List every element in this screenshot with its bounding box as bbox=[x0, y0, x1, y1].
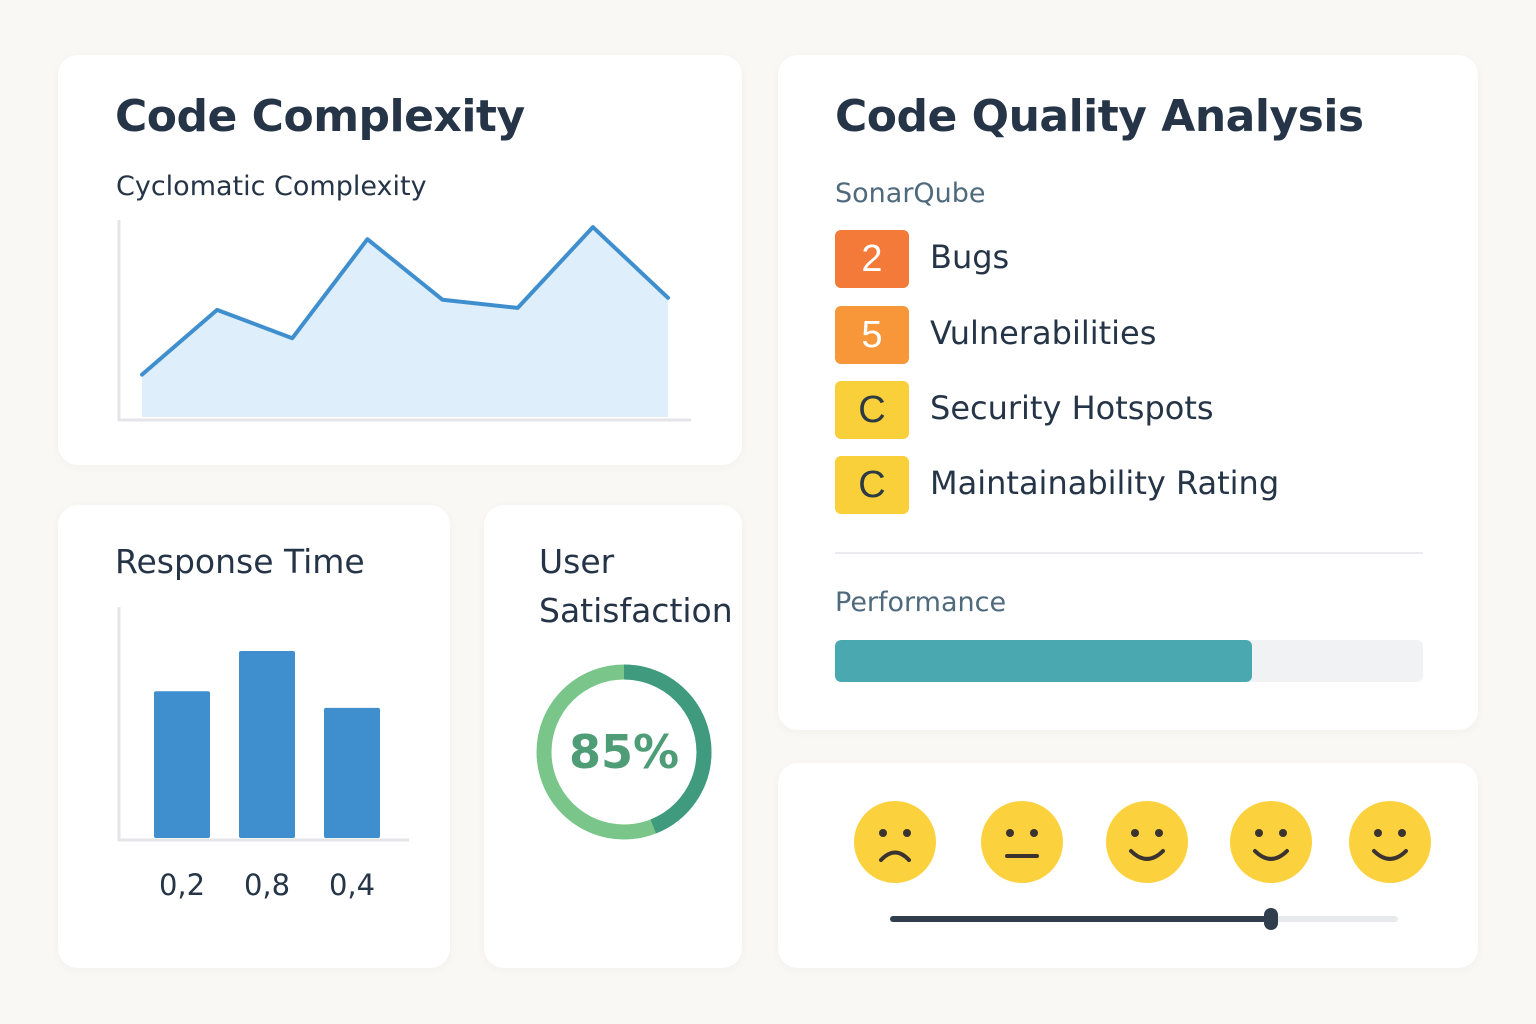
quality-item-security-hotspots[interactable]: C Security Hotspots bbox=[835, 381, 1435, 441]
bar bbox=[239, 651, 295, 838]
vulnerabilities-label: Vulnerabilities bbox=[930, 314, 1157, 352]
maintainability-rating-label: Maintainability Rating bbox=[930, 464, 1280, 502]
satisfaction-value: 85% bbox=[569, 725, 679, 779]
quality-item-vulnerabilities[interactable]: 5 Vulnerabilities bbox=[835, 306, 1435, 366]
area-fill bbox=[142, 227, 668, 417]
code-quality-card: Code Quality Analysis SonarQube 2 Bugs 5… bbox=[778, 55, 1478, 730]
vulnerabilities-count-badge: 5 bbox=[835, 306, 909, 364]
quality-item-bugs[interactable]: 2 Bugs bbox=[835, 230, 1435, 290]
series-line bbox=[140, 225, 670, 377]
performance-progress-fill bbox=[835, 640, 1253, 682]
security-hotspots-rating-badge: C bbox=[835, 381, 909, 439]
security-hotspots-label: Security Hotspots bbox=[930, 389, 1214, 427]
smile-face-icon[interactable] bbox=[1349, 801, 1431, 883]
user-satisfaction-card: User Satisfaction 85% bbox=[484, 505, 742, 968]
slider-handle[interactable] bbox=[1264, 908, 1278, 930]
cyclomatic-complexity-label: Cyclomatic Complexity bbox=[116, 171, 427, 202]
code-complexity-card: Code Complexity Cyclomatic Complexity bbox=[58, 55, 742, 465]
performance-label: Performance bbox=[835, 587, 1007, 618]
sad-face-icon[interactable] bbox=[854, 801, 936, 883]
bar-label: 0,2 bbox=[158, 868, 206, 902]
cyclomatic-complexity-chart bbox=[117, 220, 691, 422]
satisfaction-donut-chart: 85% bbox=[536, 664, 712, 840]
response-time-title: Response Time bbox=[115, 542, 365, 581]
smile-face-icon[interactable] bbox=[1106, 801, 1188, 883]
performance-progress-bar bbox=[835, 640, 1423, 682]
user-satisfaction-title-line1: User bbox=[539, 542, 615, 581]
code-quality-title: Code Quality Analysis bbox=[835, 91, 1364, 142]
bar-label: 0,4 bbox=[328, 868, 376, 902]
smile-face-icon[interactable] bbox=[1230, 801, 1312, 883]
feedback-card bbox=[778, 763, 1478, 968]
response-time-card: Response Time 0,2 0,8 0,4 bbox=[58, 505, 450, 968]
bar bbox=[154, 691, 210, 838]
slider-fill bbox=[890, 916, 1271, 922]
code-complexity-title: Code Complexity bbox=[115, 91, 525, 142]
divider bbox=[835, 552, 1423, 554]
bar bbox=[324, 707, 380, 838]
donut-ring-segment bbox=[536, 664, 712, 840]
neutral-face-icon[interactable] bbox=[981, 801, 1063, 883]
bugs-count-badge: 2 bbox=[835, 230, 909, 288]
bugs-label: Bugs bbox=[930, 238, 1010, 276]
response-time-chart bbox=[117, 607, 409, 842]
user-satisfaction-title-line2: Satisfaction bbox=[539, 591, 733, 630]
satisfaction-slider[interactable] bbox=[890, 908, 1398, 930]
bar-label: 0,8 bbox=[243, 868, 291, 902]
quality-item-maintainability[interactable]: C Maintainability Rating bbox=[835, 456, 1435, 516]
maintainability-rating-badge: C bbox=[835, 456, 909, 514]
sonarqube-label: SonarQube bbox=[835, 178, 986, 209]
